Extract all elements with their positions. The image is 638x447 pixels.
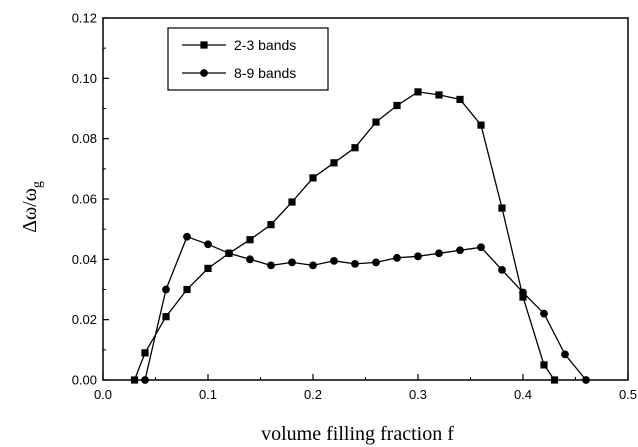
data-point-2-3-bands: [372, 118, 380, 126]
data-point-8-9-bands: [330, 256, 338, 265]
data-point-2-3-bands: [456, 95, 464, 104]
x-tick-label: 0.2: [304, 387, 322, 402]
legend-marker-2-3-bands: [200, 41, 208, 49]
data-point-8-9-bands: [393, 253, 401, 262]
x-tick-label: 0.5: [619, 387, 637, 402]
data-point-2-3-bands: [288, 198, 296, 206]
y-tick-label: 0.00: [72, 373, 97, 388]
data-point-8-9-bands: [309, 261, 317, 270]
legend-marker-8-9-bands: [200, 69, 208, 77]
x-tick-label: 0.3: [409, 387, 427, 402]
x-tick-label: 0.1: [199, 387, 217, 402]
data-point-8-9-bands: [183, 232, 191, 241]
data-point-2-3-bands: [435, 91, 443, 99]
data-point-8-9-bands: [162, 285, 170, 294]
data-point-2-3-bands: [477, 121, 485, 129]
data-point-8-9-bands: [540, 309, 548, 318]
legend: 2-3 bands 8-9 bands: [167, 27, 329, 91]
data-point-2-3-bands: [351, 144, 359, 152]
data-point-8-9-bands: [204, 240, 212, 249]
data-point-8-9-bands: [246, 255, 254, 264]
data-point-8-9-bands: [351, 259, 359, 268]
data-point-8-9-bands: [267, 261, 275, 270]
data-point-2-3-bands: [162, 313, 170, 321]
plot-marks: [130, 88, 590, 384]
y-tick-label: 0.04: [72, 252, 97, 267]
data-point-2-3-bands: [414, 88, 422, 96]
y-tick-label: 0.06: [72, 192, 97, 207]
x-tick-label: 0.0: [94, 387, 112, 402]
data-point-2-3-bands: [540, 361, 548, 369]
y-axis-label-main: Δω/ω: [19, 188, 41, 233]
data-point-8-9-bands: [435, 249, 443, 258]
series-line-8-9-bands: [144, 235, 587, 381]
series-line-2-3-bands: [133, 91, 556, 381]
data-point-2-3-bands: [519, 293, 527, 301]
x-axis-label: volume filling fraction f: [261, 423, 454, 445]
data-point-2-3-bands: [498, 204, 506, 212]
legend-box: [167, 27, 329, 91]
y-tick-label: 0.12: [72, 11, 97, 26]
data-point-2-3-bands: [246, 236, 254, 244]
y-tick-label: 0.02: [72, 312, 97, 327]
y-axis-ticks: 0.00 0.02 0.04 0.06 0.08 0.10 0.12: [72, 11, 109, 388]
data-point-2-3-bands: [309, 174, 317, 182]
data-point-8-9-bands: [519, 288, 527, 297]
data-point-8-9-bands: [288, 258, 296, 267]
data-point-8-9-bands: [561, 350, 569, 359]
legend-label-2-3-bands: 2-3 bands: [234, 37, 296, 53]
legend-label-8-9-bands: 8-9 bands: [234, 65, 296, 81]
y-tick-label: 0.10: [72, 71, 97, 86]
data-point-8-9-bands: [414, 252, 422, 261]
data-point-2-3-bands: [141, 349, 149, 357]
y-axis-label-subscript: g: [30, 181, 45, 188]
x-tick-label: 0.4: [514, 387, 532, 402]
data-point-8-9-bands: [372, 258, 380, 267]
data-point-2-3-bands: [393, 101, 401, 110]
data-point-8-9-bands: [456, 246, 464, 255]
data-point-8-9-bands: [477, 243, 485, 252]
y-axis-label: Δω/ωg: [19, 181, 45, 233]
x-axis-ticks: 0.0 0.1 0.2 0.3 0.4 0.5: [94, 374, 637, 402]
data-point-8-9-bands: [225, 249, 233, 258]
data-point-8-9-bands: [498, 265, 506, 274]
data-point-2-3-bands: [330, 159, 338, 167]
data-point-2-3-bands: [183, 285, 191, 294]
data-point-2-3-bands: [267, 221, 275, 229]
data-point-2-3-bands: [204, 264, 212, 272]
y-tick-label: 0.08: [72, 131, 97, 146]
